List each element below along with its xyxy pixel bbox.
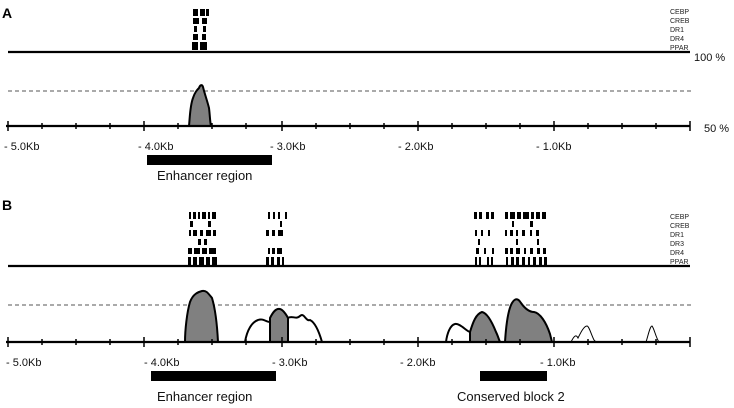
tf-label-b-4: DR4 xyxy=(670,250,684,257)
panel-a-tick-1: - 4.0Kb xyxy=(138,141,173,153)
panel-b-enhancer-bar xyxy=(151,371,276,381)
tf-label-a-1: CREB xyxy=(670,18,690,25)
tf-label-a-4: PPAR xyxy=(670,45,689,52)
tf-label-b-5: PPAR xyxy=(670,259,689,266)
panel-b-enhancer-label: Enhancer region xyxy=(157,389,252,404)
panel-b-tick-1: - 4.0Kb xyxy=(144,357,179,369)
panel-a-tick-3: - 2.0Kb xyxy=(398,141,433,153)
panel-b-conserved-block-label: Conserved block 2 xyxy=(457,389,565,404)
tf-label-b-2: DR1 xyxy=(670,232,684,239)
panel-a-tick-0: - 5.0Kb xyxy=(4,141,39,153)
panel-b-tf-labels: CEBP CREB DR1 DR3 DR4 PPAR xyxy=(670,214,690,266)
panel-b-label: B xyxy=(2,197,12,213)
panel-a-bottom-percent: 50 % xyxy=(704,123,729,135)
panel-a-tick-4: - 1.0Kb xyxy=(536,141,571,153)
panel-b-tick-labels: - 5.0Kb - 4.0Kb - 3.0Kb - 2.0Kb - 1.0Kb xyxy=(6,357,575,369)
panel-b-conservation-peaks xyxy=(183,289,554,343)
panel-a-tf-sites xyxy=(192,9,209,50)
panel-b-tf-sites xyxy=(188,212,547,265)
tf-label-b-3: DR3 xyxy=(670,241,684,248)
panel-a-conservation-peak xyxy=(187,84,213,127)
panel-a-label: A xyxy=(2,5,12,21)
panel-b-tick-4: - 1.0Kb xyxy=(540,357,575,369)
panel-a-enhancer-bar xyxy=(147,155,272,165)
tf-label-a-0: CEBP xyxy=(670,9,689,16)
panel-a-tick-2: - 3.0Kb xyxy=(270,141,305,153)
tf-label-a-2: DR1 xyxy=(670,27,684,34)
panel-a-tf-labels: CEBP CREB DR1 DR4 PPAR xyxy=(670,9,690,52)
panel-b-conserved-block-bar xyxy=(480,371,547,381)
panel-b-axis-ticks xyxy=(7,337,691,347)
panel-a-axis-ticks xyxy=(7,121,691,131)
panel-a-tick-labels: - 5.0Kb - 4.0Kb - 3.0Kb - 2.0Kb - 1.0Kb xyxy=(4,141,571,153)
panel-b-tick-0: - 5.0Kb xyxy=(6,357,41,369)
tf-label-a-3: DR4 xyxy=(670,36,684,43)
panel-b-tick-3: - 2.0Kb xyxy=(400,357,435,369)
tf-label-b-0: CEBP xyxy=(670,214,689,221)
tf-label-b-1: CREB xyxy=(670,223,690,230)
panel-a-enhancer-label: Enhancer region xyxy=(157,168,252,183)
panel-b-minor-peaks xyxy=(570,325,660,343)
panel-a-top-percent: 100 % xyxy=(694,52,725,64)
panel-b-tick-2: - 3.0Kb xyxy=(272,357,307,369)
